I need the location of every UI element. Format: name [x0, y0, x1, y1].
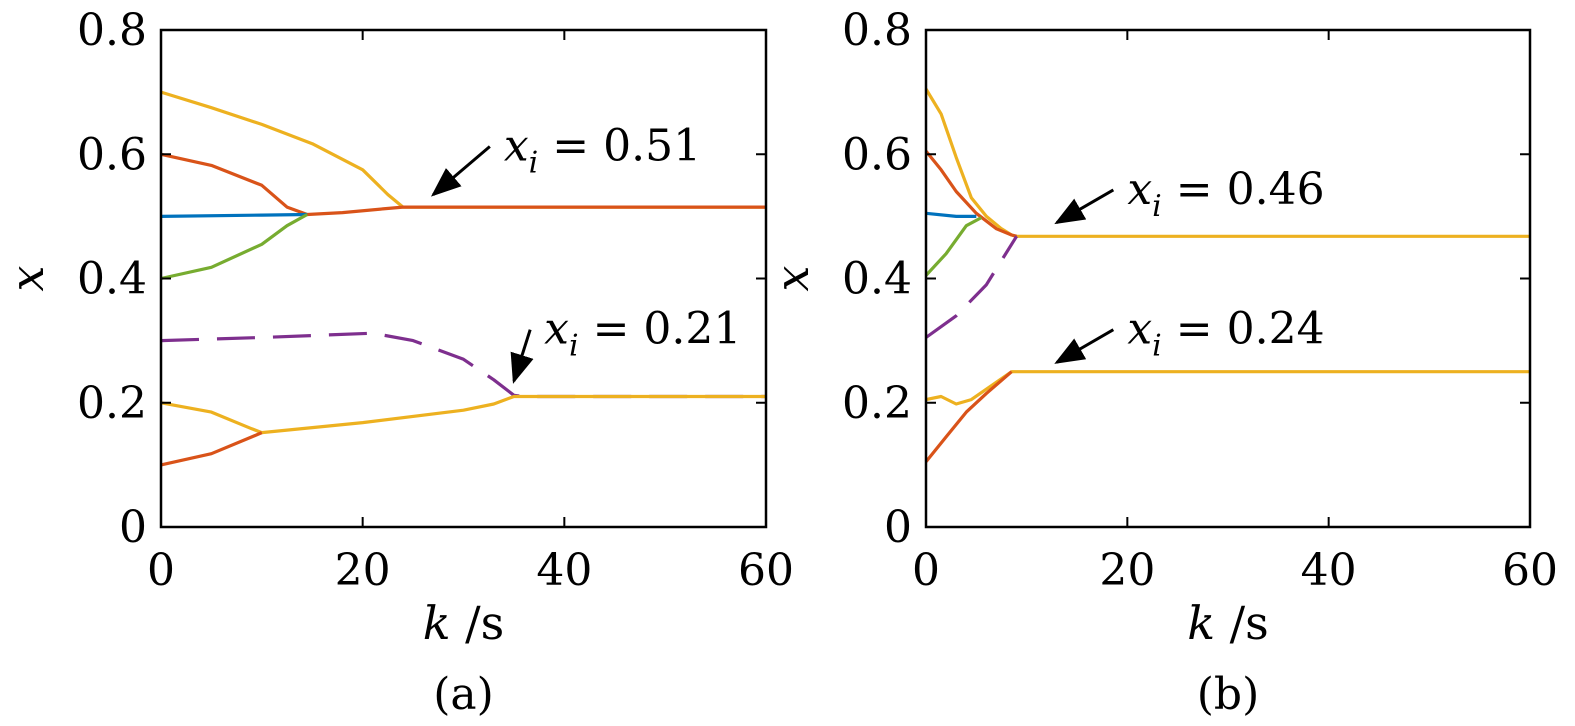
panel-caption: (a): [433, 669, 494, 720]
x-tick-label-2: 40: [536, 545, 592, 596]
series-line-6: [160, 431, 263, 467]
annotation-label-0: xi = 0.51: [504, 120, 701, 180]
series-line-6: [924, 370, 1013, 463]
y-axis-label: x: [765, 265, 819, 291]
x-axis-label: k /s: [423, 596, 505, 650]
y-tick-label-1: 0.2: [77, 378, 147, 429]
x-axis-label: k /s: [1187, 596, 1269, 650]
x-tick-label-1: 20: [335, 545, 391, 596]
annotation-label-0: xi = 0.46: [1127, 164, 1324, 224]
series-line-2: [925, 211, 977, 218]
annotation-arrow-0: [1054, 188, 1115, 225]
axes-frame: [924, 28, 1532, 529]
series-line-2: [160, 212, 308, 218]
panel-caption: (b): [1197, 669, 1260, 720]
annotation-label-1: xi = 0.24: [1127, 304, 1324, 364]
y-tick-label-4: 0.8: [77, 5, 147, 56]
series-line-3: [160, 213, 308, 281]
y-tick-label-2: 0.4: [77, 254, 147, 305]
x-tick-label-3: 60: [738, 545, 794, 596]
series-line-3: [924, 216, 983, 277]
y-axis-label: x: [0, 265, 54, 291]
x-tick-label-2: 40: [1301, 545, 1357, 596]
series-line-1: [924, 150, 1018, 238]
y-tick-label-4: 0.8: [842, 5, 912, 56]
annotation-arrow-0: [430, 145, 491, 197]
chart-panel-a: 0 20 40 60 0 0.2 0.4 0.6 0.8 x k /s (a) xi = 0.51 xi …: [0, 5, 794, 720]
x-tick-label-0: 0: [912, 545, 940, 596]
chart-panel-b: 0 20 40 60 0 0.2 0.4 0.6 0.8 x k /s (b) xi = 0.46 xi …: [765, 5, 1558, 720]
y-tick-label-0: 0: [884, 502, 912, 553]
axes-frame: [159, 28, 768, 529]
series-line-4: [160, 331, 766, 399]
annotation-label-1: xi = 0.21: [544, 304, 741, 364]
annotation-arrow-1: [1054, 328, 1115, 364]
series-line-5: [925, 370, 1530, 406]
y-tick-label-1: 0.2: [842, 378, 912, 429]
series-line-5: [160, 394, 766, 435]
y-tick-label-2: 0.4: [842, 254, 912, 305]
y-tick-label-0: 0: [119, 502, 147, 553]
series-line-0: [160, 90, 766, 209]
x-tick-label-1: 20: [1099, 545, 1155, 596]
x-tick-label-0: 0: [147, 545, 175, 596]
series-line-4: [925, 235, 1018, 339]
y-tick-label-3: 0.6: [77, 129, 147, 180]
y-tick-label-3: 0.6: [842, 129, 912, 180]
annotation-arrow-1: [510, 329, 534, 384]
x-tick-label-3: 60: [1502, 545, 1558, 596]
